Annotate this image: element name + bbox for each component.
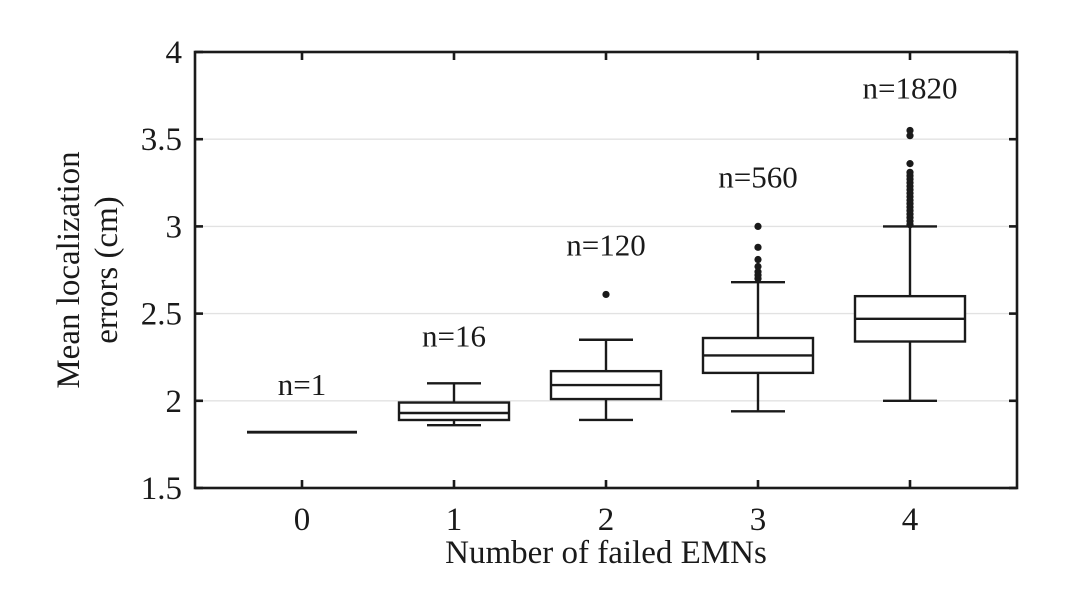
y-tick-label: 4 (166, 35, 183, 71)
x-axis-label: Number of failed EMNs (445, 535, 767, 571)
x-tick-label: 4 (902, 502, 919, 538)
outlier-dot (602, 290, 610, 299)
y-tick-label: 2.5 (141, 297, 182, 333)
x-tick-label: 3 (750, 502, 767, 538)
y-axis-label: Mean localization errors (cm) (50, 10, 126, 530)
n-count-label: n=1 (278, 367, 326, 402)
y-tick-label: 3.5 (141, 122, 182, 158)
outlier-dot (754, 268, 762, 276)
n-count-label: n=1820 (863, 71, 958, 106)
outlier-dot (754, 222, 762, 230)
outlier-dot (906, 160, 914, 168)
y-tick-label: 3 (166, 209, 183, 245)
y-axis-label-line1: Mean localization (51, 151, 87, 389)
axis-frame (193, 50, 1019, 490)
outlier-dot (754, 255, 762, 264)
outlier-dot (906, 168, 914, 176)
outlier-dot (754, 243, 762, 251)
outlier-dot (906, 126, 914, 135)
box-rect (397, 401, 511, 422)
outlier-dot (906, 132, 914, 140)
x-tick-label: 2 (598, 502, 615, 538)
x-tick-label: 0 (294, 502, 311, 538)
n-count-label: n=560 (718, 160, 797, 195)
n-count-label: n=16 (422, 318, 486, 353)
x-tick-label: 1 (446, 502, 463, 538)
y-tick-label: 1.5 (141, 471, 182, 507)
outlier-dot (754, 262, 762, 271)
y-tick-label: 2 (166, 384, 183, 420)
y-axis-label-line2: errors (cm) (89, 196, 125, 344)
n-count-label: n=120 (566, 228, 645, 263)
